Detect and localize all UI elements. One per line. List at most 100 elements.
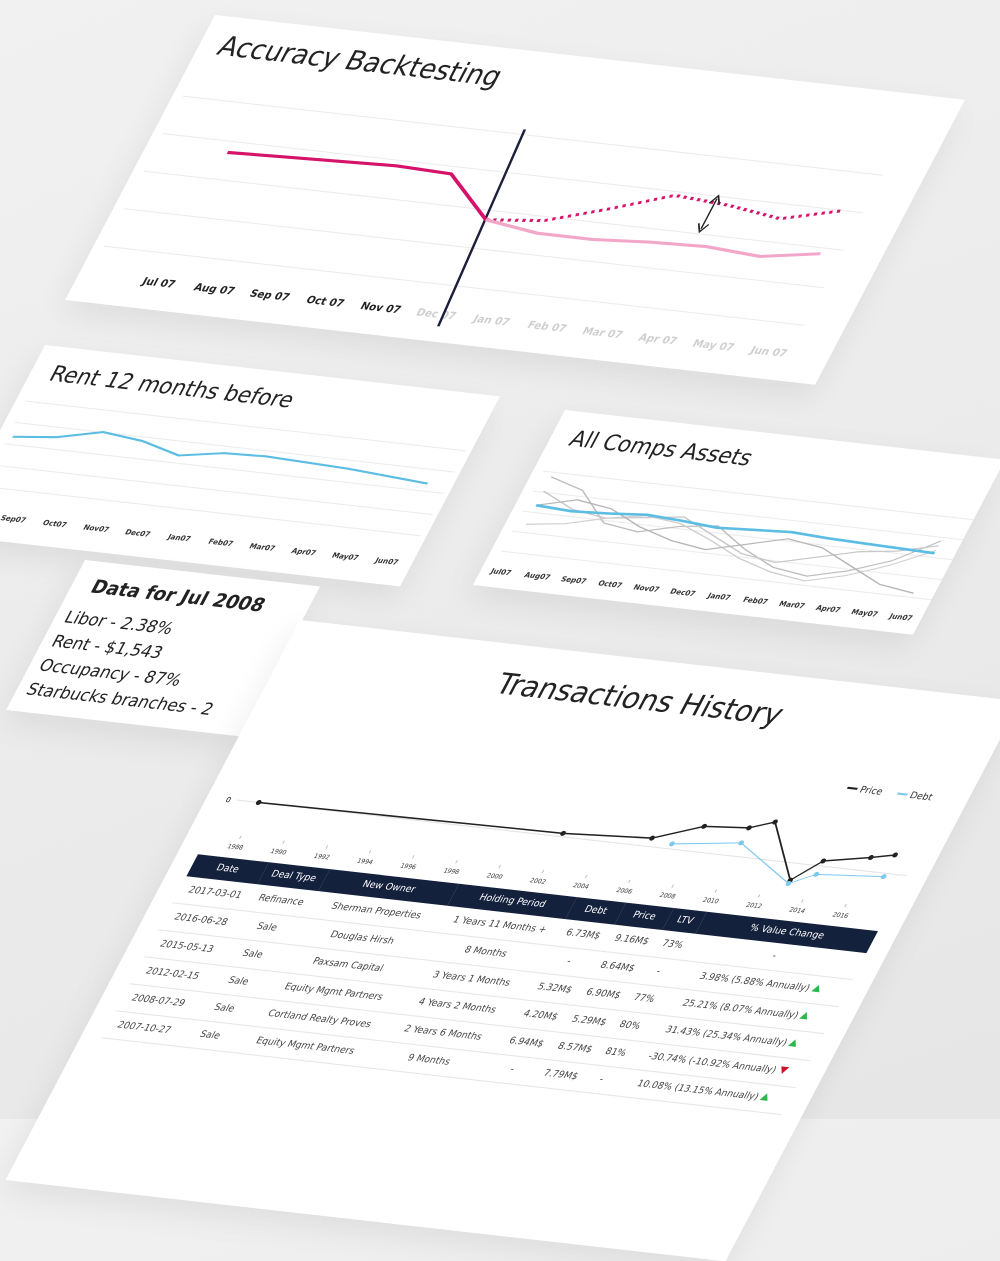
series-point (772, 819, 778, 825)
x-tick-label: Jan07 (165, 532, 192, 543)
gap-arrow (700, 198, 718, 229)
grid-line (14, 421, 456, 473)
cell-text: Cortland Realty Proves (265, 1008, 374, 1031)
y-tick-label: 0 (224, 795, 233, 804)
x-tick-label: Mar07 (248, 542, 277, 553)
cell-text: 8 Months (462, 945, 509, 960)
grid-line (532, 490, 964, 541)
arrow-head (697, 194, 721, 234)
cell-text: 2012-02-15 (143, 966, 202, 983)
series-point (880, 874, 887, 880)
x-tick (801, 899, 804, 903)
x-tick-label: Nov 07 (358, 300, 404, 317)
x-tick-label: 1996 (399, 862, 418, 871)
x-tick-label: Jun07 (887, 612, 915, 623)
series-line (543, 490, 939, 564)
x-tick-label: Feb07 (207, 537, 235, 548)
x-tick-label: Sep07 (0, 513, 28, 524)
cell-text: 81% (602, 1046, 629, 1060)
transactions-card: 0 1988 1990 1992 1994 1996 1998 2000 2002 2004 200… (5, 620, 1000, 1261)
x-tick-label: 2016 (831, 911, 850, 920)
backtest-chart: Jul 07 Aug 07 Sep 07 Oct 07 Nov 07 Dec 07 Jan … (103, 95, 884, 360)
series-line (535, 499, 914, 594)
x-tick-label: 2000 (485, 872, 504, 881)
series-point (255, 799, 262, 806)
series-point (560, 830, 566, 836)
trend-icon (799, 1011, 812, 1020)
x-tick-label: Dec07 (668, 587, 697, 598)
series-point (746, 825, 752, 831)
x-tick (628, 879, 631, 883)
cell-text: Sale (254, 921, 279, 934)
series-line (258, 801, 896, 882)
series-point (669, 841, 675, 847)
x-tick-label: Dec07 (123, 528, 152, 539)
x-tick-label: May07 (330, 551, 360, 562)
series-line (525, 515, 937, 582)
x-tick-label: Nov07 (82, 523, 111, 534)
grid-line (143, 170, 844, 251)
cell-text: 1 Years 11 Months + (450, 915, 549, 936)
grid-line (522, 510, 953, 561)
cell-text: 77% (631, 992, 657, 1006)
x-tick (455, 860, 458, 864)
x-tick (757, 894, 761, 898)
grid-line (25, 400, 467, 452)
x-tick-label: Feb07 (741, 595, 769, 606)
series-point (785, 881, 792, 887)
x-tick-label: Jun07 (373, 556, 401, 567)
x-tick-label: Oct 07 (304, 293, 347, 309)
cell-text: 2015-05-13 (157, 939, 216, 956)
cell-text: Douglas Hirsh (327, 929, 396, 948)
x-tick-label: 1990 (269, 847, 288, 856)
x-tick (671, 884, 674, 888)
cell-text: 2008-07-29 (129, 993, 187, 1010)
comps-chart: Jul07 Aug07 Sep07 Oct07 Nov07 Dec07 Jan07 Feb07… (488, 470, 974, 623)
x-tick-label: May07 (850, 607, 880, 618)
x-tick-label: 2006 (615, 886, 634, 895)
x-tick-label: Jan07 (705, 591, 732, 602)
cell-text: 2007-10-27 (115, 1020, 173, 1037)
x-tick-label: Sep 07 (247, 287, 292, 304)
backtest-card: Jul 07 Aug 07 Sep 07 Oct 07 Nov 07 Dec 07 Jan … (65, 15, 966, 385)
x-tick-label: 2002 (528, 877, 547, 886)
x-tick (239, 835, 242, 839)
cell-text: 2 Years 6 Months (401, 1024, 484, 1043)
comps-card: Jul07 Aug07 Sep07 Oct07 Nov07 Dec07 Jan07 Feb07… (472, 410, 1000, 635)
grid-line (3, 443, 444, 494)
x-tick-label: Nov07 (632, 583, 661, 594)
series-point (820, 858, 827, 864)
cell-text: 4 Years 2 Months (416, 997, 498, 1016)
x-tick-label: May 07 (690, 337, 737, 354)
x-tick-label: Apr 07 (636, 331, 680, 347)
legend-swatch (896, 792, 908, 796)
grid-line (103, 245, 805, 326)
cell-text: 6.73M$ (563, 927, 603, 942)
x-tick-label: 1994 (355, 857, 374, 866)
cell-text: 5.29M$ (569, 1014, 609, 1029)
x-tick-label: Mar 07 (580, 325, 625, 342)
cell-text: 8.64M$ (597, 960, 637, 975)
cell-text: 8.57M$ (555, 1041, 595, 1056)
cell-text: Paxsam Capital (310, 956, 385, 975)
x-tick-label: 2010 (701, 896, 720, 905)
cell-text: 9.16M$ (612, 933, 651, 948)
cell-text: 73% (659, 938, 685, 952)
x-tick-label: Jul07 (488, 566, 513, 577)
cell-text: 7.79M$ (541, 1068, 580, 1083)
x-tick (411, 855, 415, 859)
trend-icon (777, 1066, 789, 1075)
cell-text: 6.94M$ (506, 1035, 546, 1050)
cell-text: Sherman Properties (329, 901, 424, 922)
cell-text: Sale (197, 1029, 223, 1042)
x-tick-label: Mar07 (777, 599, 806, 610)
cell-text: Sale (240, 948, 265, 961)
cell-text: 31.43% (25.34% Annually) (663, 1025, 789, 1049)
series-point (649, 835, 655, 841)
x-tick-label: Feb 07 (525, 318, 569, 334)
x-tick-label: Apr07 (814, 603, 842, 614)
series-line (12, 431, 429, 485)
cell-text: Equity Mgmt Partners (253, 1035, 357, 1057)
cell-text: - (507, 1064, 517, 1076)
x-tick (325, 845, 329, 849)
